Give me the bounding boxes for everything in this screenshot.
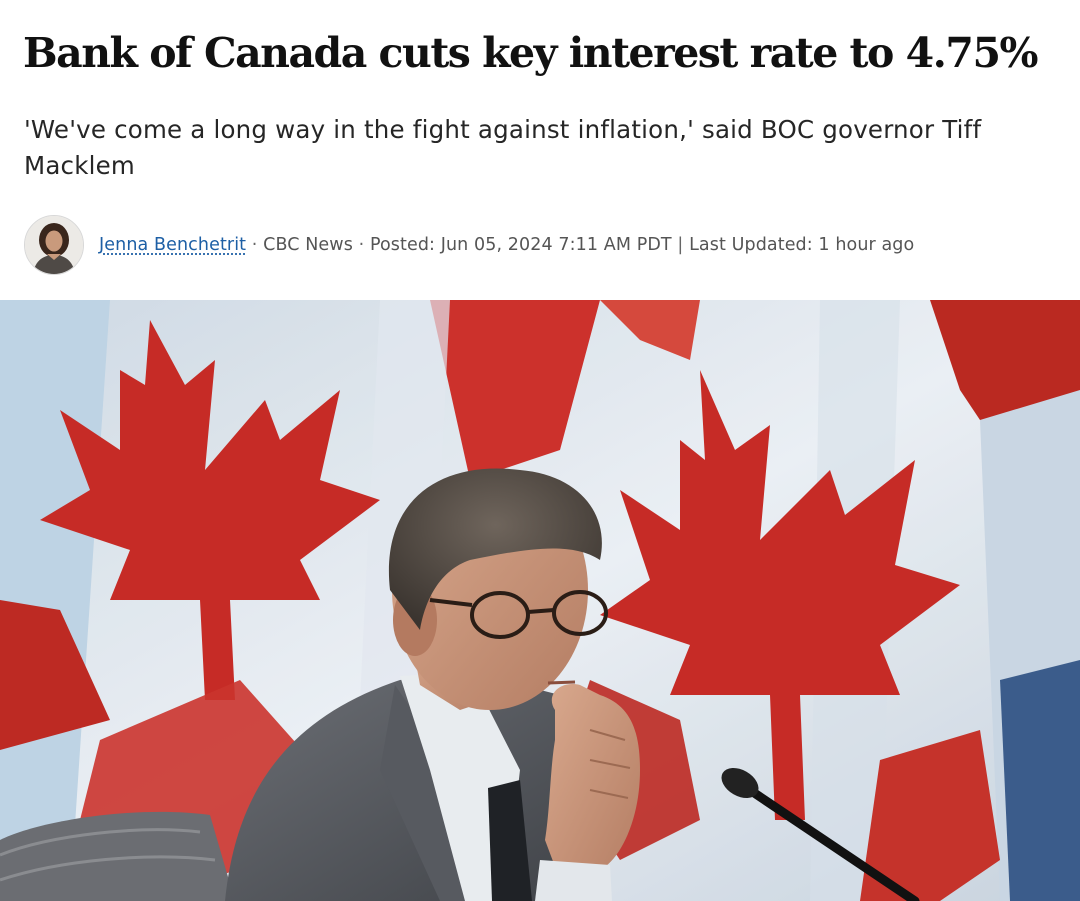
byline-separator: · — [358, 235, 365, 255]
article-headline: Bank of Canada cuts key interest rate to… — [23, 29, 1038, 77]
byline-separator: · — [251, 235, 258, 255]
last-updated: Last Updated: 1 hour ago — [689, 235, 915, 255]
byline-divider: | — [677, 235, 684, 255]
byline: Jenna Benchetrit · CBC News · Posted: Ju… — [24, 215, 1064, 275]
byline-text: Jenna Benchetrit · CBC News · Posted: Ju… — [99, 235, 914, 255]
hero-image[interactable] — [0, 300, 1080, 901]
author-link[interactable]: Jenna Benchetrit — [99, 235, 247, 255]
author-avatar[interactable] — [24, 215, 84, 275]
author-avatar-image — [25, 216, 83, 274]
news-source: CBC News — [263, 235, 353, 255]
hero-photo — [0, 300, 1080, 901]
article-deck: 'We've come a long way in the fight agai… — [24, 115, 982, 180]
posted-date: Posted: Jun 05, 2024 7:11 AM PDT — [369, 235, 672, 255]
